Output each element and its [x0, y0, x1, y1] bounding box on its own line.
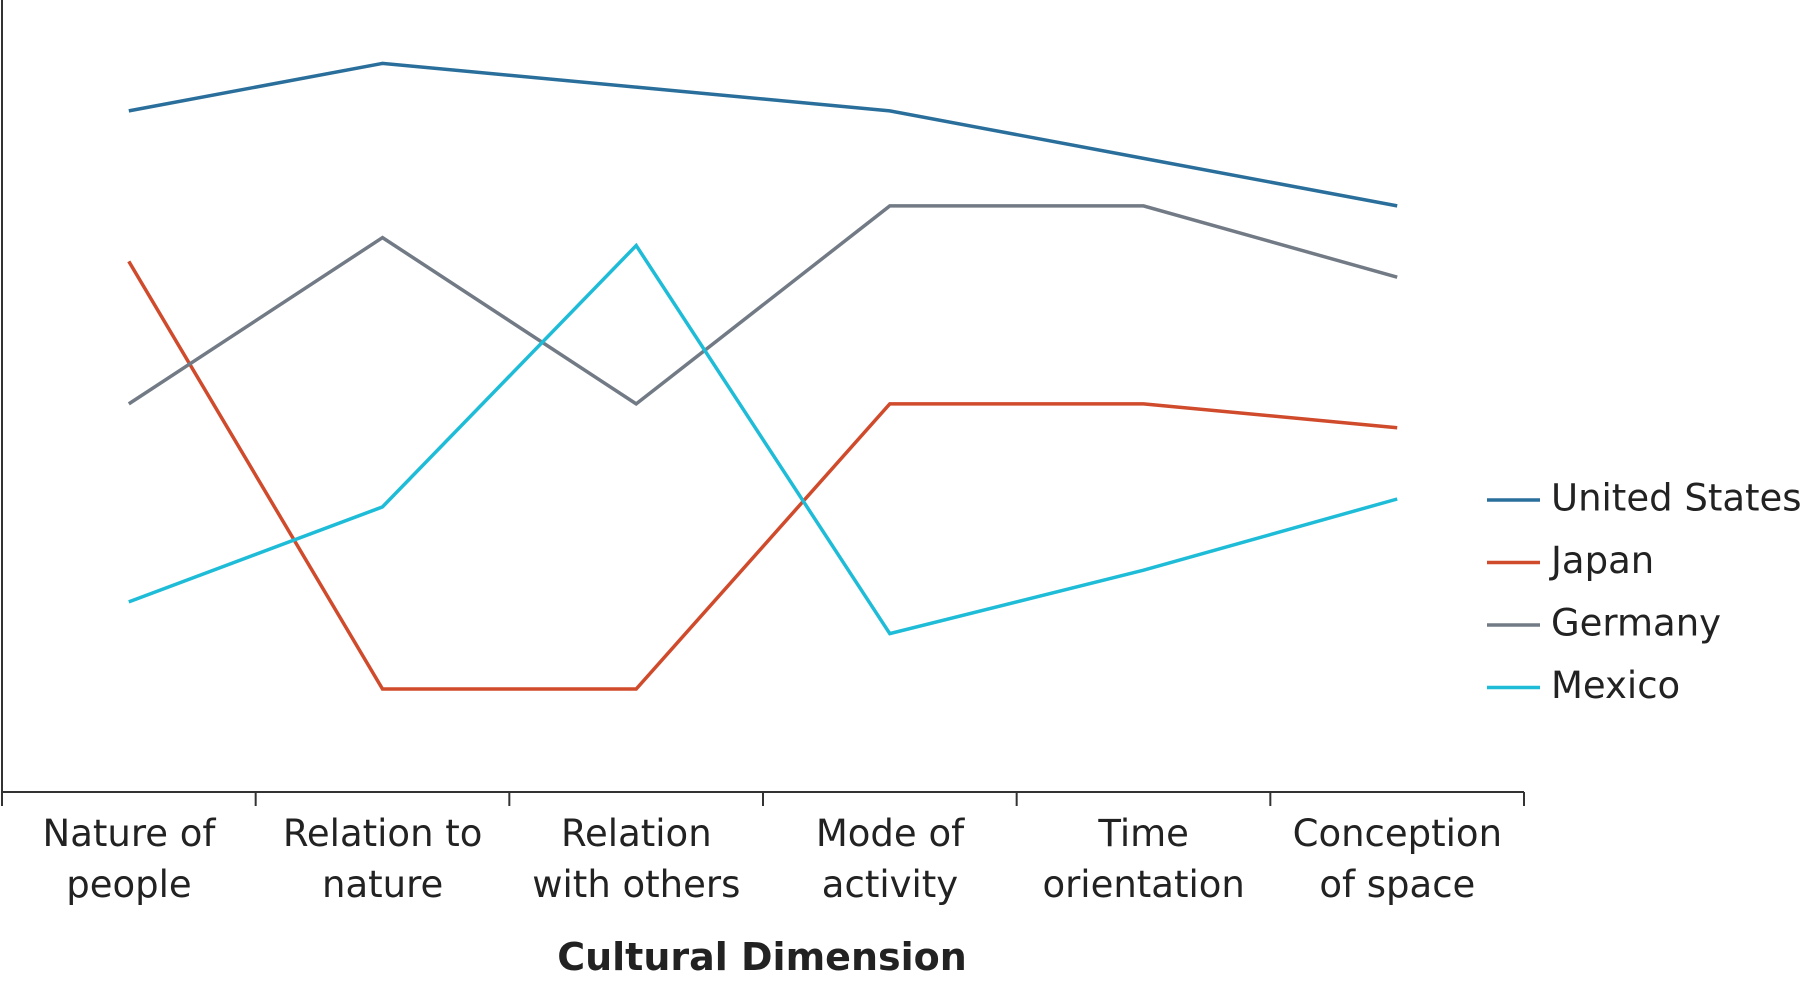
legend-label: United States [1551, 477, 1802, 520]
x-tick-label: Conception of space [1292, 812, 1503, 906]
series-line [127, 204, 1398, 407]
x-tick-label: Mode of activity [815, 812, 965, 906]
x-tick-label: Relation with others [532, 812, 741, 906]
legend-label: Germany [1551, 602, 1721, 645]
series-line [128, 61, 1398, 208]
legend-label: Mexico [1551, 664, 1680, 707]
x-axis-title: Cultural Dimension [557, 935, 967, 979]
x-tick-label: Time orientation [1042, 812, 1245, 906]
series-line [127, 260, 1398, 691]
legend-label: Japan [1549, 539, 1654, 582]
x-tick-label: Nature of people [42, 812, 216, 906]
series-line [128, 242, 1398, 636]
x-tick-label: Relation to nature [282, 812, 483, 906]
